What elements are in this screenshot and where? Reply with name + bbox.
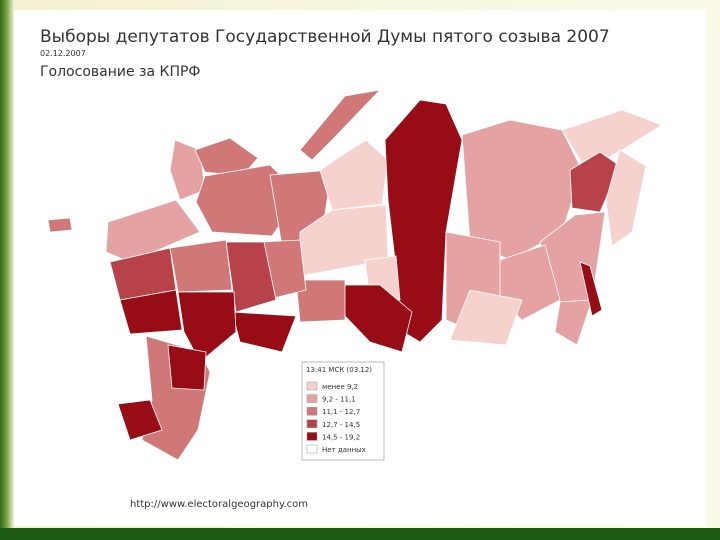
region <box>169 239 233 293</box>
region <box>319 139 389 211</box>
region <box>177 291 237 363</box>
region <box>605 149 647 247</box>
region <box>169 139 206 201</box>
legend-label: Нет данных <box>322 446 366 454</box>
legend-swatch <box>306 394 318 403</box>
region <box>119 289 183 335</box>
region <box>225 241 277 313</box>
region <box>384 99 463 343</box>
regions <box>47 89 663 461</box>
region <box>299 89 382 161</box>
legend-swatch <box>306 432 318 441</box>
legend: менее 9,2 9,2 - 11,1 11,1 - 12,7 12,7 - 14,… <box>306 381 366 454</box>
region <box>194 137 259 177</box>
region <box>231 311 297 353</box>
region <box>117 399 163 441</box>
legend-swatch <box>306 444 318 454</box>
map-title: Выборы депутатов Государственной Думы пя… <box>40 27 610 47</box>
legend-swatch <box>306 406 318 416</box>
legend-label: менее 9,2 <box>322 383 358 391</box>
region <box>47 217 73 233</box>
map-date: 02.12.2007 <box>40 49 86 58</box>
region <box>579 261 603 317</box>
legend-label: 9,2 - 11,1 <box>322 396 356 404</box>
region <box>105 199 201 263</box>
legend-label: 12,7 - 14,5 <box>322 421 360 429</box>
source: http://www.electoralgeography.com <box>130 499 308 510</box>
map-subtitle: Голосование за КПРФ <box>40 64 200 80</box>
region <box>449 289 523 346</box>
legend-label: 14,5 - 19,2 <box>322 433 360 441</box>
region <box>554 299 593 346</box>
region <box>295 279 346 323</box>
legend-swatch <box>306 419 318 429</box>
legend-title: 13:41 МСК (03.12) <box>306 366 372 374</box>
legend-label: 11,1 - 12,7 <box>322 408 360 416</box>
region <box>167 344 207 391</box>
legend-swatch <box>306 381 318 391</box>
bottom-bar <box>0 528 720 540</box>
